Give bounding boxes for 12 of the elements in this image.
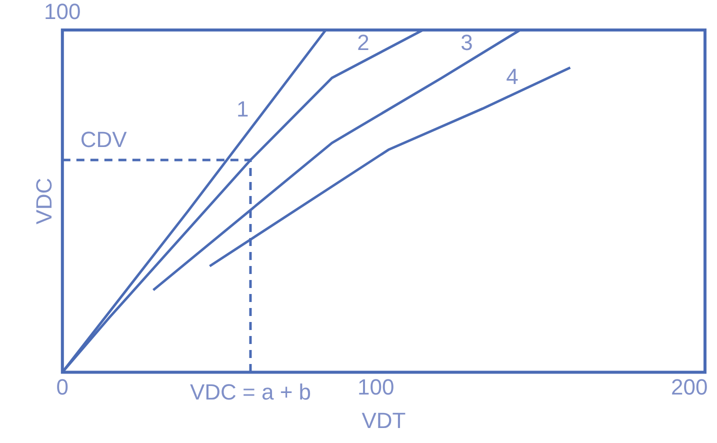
x-axis-title: VDT xyxy=(362,408,406,433)
text: VDC = a + b xyxy=(190,379,312,404)
series-label: 3 xyxy=(460,30,473,56)
x-tick-label: 0 xyxy=(56,374,69,400)
series-label: 1 xyxy=(236,96,249,122)
y-axis-title: VDC xyxy=(31,178,56,224)
text: 100 xyxy=(44,0,81,24)
series-label: 4 xyxy=(506,64,518,90)
x-tick-label: 200 xyxy=(670,374,708,400)
annotation: CDV xyxy=(80,127,128,152)
series-label: 2 xyxy=(357,30,370,56)
x-tick-label: 100 xyxy=(358,374,394,400)
